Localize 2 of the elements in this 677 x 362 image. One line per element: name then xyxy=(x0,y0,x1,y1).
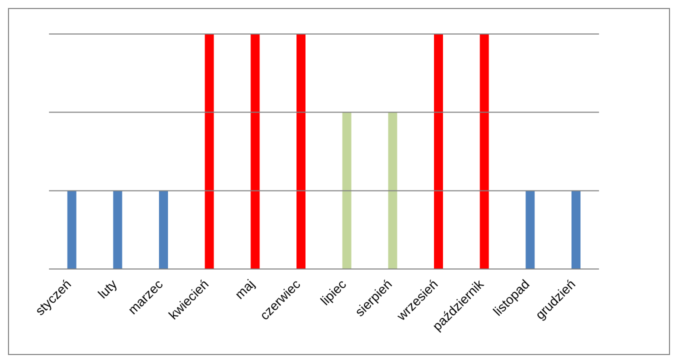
x-tick-label: luty xyxy=(94,276,120,302)
x-tick-label: maj xyxy=(232,276,258,302)
